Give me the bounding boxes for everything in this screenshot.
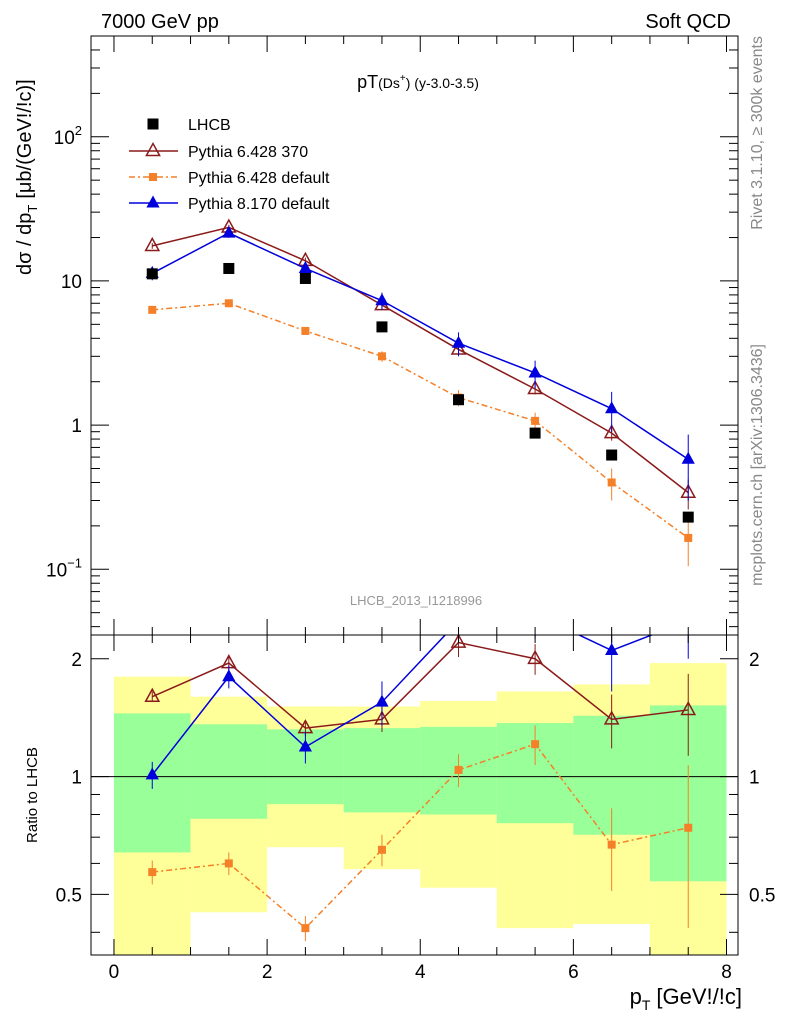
data-point — [606, 449, 618, 461]
data-point — [298, 261, 312, 274]
data-point — [684, 533, 693, 542]
main-title: pT(Ds+) (y-3.0-3.5) — [357, 72, 479, 92]
legend-label: LHCB — [188, 117, 231, 134]
ratio-series-line — [151, 641, 689, 729]
data-point — [681, 451, 695, 464]
data-point — [531, 416, 540, 425]
x-axis-label: pT [GeV!/!c] — [630, 984, 742, 1013]
data-point — [222, 225, 236, 238]
legend-label: Pythia 6.428 default — [188, 170, 330, 187]
ratio-y-tick-label-right: 2 — [749, 650, 760, 671]
ratio-y-tick-label-right: 0.5 — [749, 885, 775, 906]
legend-marker — [145, 142, 161, 157]
ratio-y-tick-label-left: 2 — [71, 650, 82, 671]
data-point — [375, 293, 389, 306]
series-line — [151, 232, 689, 460]
legend-marker — [149, 173, 157, 181]
ratio-plot-frame — [90, 634, 739, 956]
data-point — [529, 427, 541, 439]
data-point — [528, 365, 542, 378]
ratio-y-tick-label-right: 1 — [749, 768, 760, 789]
ratio-y-tick-label-left: 0.5 — [56, 885, 82, 906]
data-point — [223, 262, 235, 274]
x-tick-label: 0 — [109, 962, 120, 983]
data-point — [603, 424, 620, 439]
ratio-series-line — [152, 743, 689, 930]
series-line — [152, 226, 689, 494]
analysis-id: LHCB_2013_I1218996 — [350, 593, 482, 608]
ratio-y-tick-label-left: 1 — [71, 768, 82, 789]
y-tick-label: 1 — [71, 416, 82, 437]
data-point — [376, 321, 388, 333]
legend-label: Pythia 8.170 default — [188, 196, 330, 213]
ratio-plot: 0.5 0.5 1 1 2 2 0 2 4 6 8 Ratio to LHCB pT [GeV!/!c… — [24, 634, 775, 1013]
ratio-point — [527, 649, 543, 665]
ratio-point — [450, 635, 467, 648]
data-point — [607, 478, 616, 487]
data-point — [144, 236, 161, 252]
ratio-point — [377, 845, 386, 854]
data-point — [453, 394, 465, 406]
data-point — [527, 380, 543, 395]
x-tick-label: 4 — [415, 962, 426, 983]
uncertainty-band-green — [190, 724, 268, 819]
data-point — [146, 268, 158, 280]
x-tick-label: 6 — [568, 962, 579, 983]
data-point — [605, 401, 619, 414]
data-point — [682, 511, 694, 523]
legend-marker — [147, 118, 159, 130]
ratio-series-pythia-6-428-default — [148, 725, 693, 942]
ratio-point — [144, 687, 161, 702]
ratio-point — [222, 669, 236, 682]
ratio-point — [224, 859, 233, 868]
ratio-point — [145, 767, 159, 780]
ratio-point — [607, 840, 616, 849]
uncertainty-band-green — [343, 728, 421, 813]
main-plot: 10−1 1 10 102 pT(Ds+) (y-3.0-3.5) LHCB_2013… — [14, 35, 739, 636]
legend-marker — [146, 195, 160, 208]
ratio-point — [531, 740, 540, 749]
data-point — [301, 326, 310, 335]
ratio-y-label: Ratio to LHCB — [24, 747, 41, 843]
y-tick-label: 102 — [54, 123, 82, 149]
legend-entry: Pythia 8.170 default — [129, 195, 330, 213]
ratio-point — [680, 700, 697, 716]
ratio-point — [605, 643, 619, 656]
legend: LHCB Pythia 6.428 370 Pythia 6.428 default… — [129, 117, 330, 213]
ratio-point — [454, 765, 463, 774]
header-right: Soft QCD — [645, 11, 731, 33]
ratio-point — [603, 710, 620, 725]
ratio-point — [148, 868, 157, 877]
series-lhcb — [146, 262, 694, 523]
y-tick-label: 10 — [61, 272, 82, 293]
rivet-label: Rivet 3.1.10, ≥ 300k events — [749, 36, 766, 230]
y-axis-label: dσ / dpT[μb/(GeV!/!c)] — [14, 79, 40, 275]
legend-entry: Pythia 6.428 370 — [129, 142, 308, 161]
x-tick-label: 8 — [721, 962, 732, 983]
data-point — [377, 352, 386, 361]
ratio-point — [298, 739, 312, 752]
data-point — [451, 335, 466, 348]
legend-label: Pythia 6.428 370 — [188, 144, 308, 161]
legend-entry: LHCB — [147, 117, 231, 134]
data-point — [148, 305, 157, 314]
series-line — [152, 302, 689, 539]
source-label: mcplots.cern.ch [arXiv:1306.3436] — [749, 344, 766, 586]
data-point — [224, 299, 233, 308]
legend-entry: Pythia 6.428 default — [129, 170, 330, 187]
ratio-point — [684, 823, 693, 832]
ratio-point — [301, 924, 310, 933]
ratio-point — [375, 694, 389, 707]
data-point — [299, 272, 311, 284]
y-tick-label: 10−1 — [46, 555, 82, 581]
header-left: 7000 GeV pp — [101, 11, 219, 33]
x-tick-label: 2 — [262, 962, 273, 983]
ratio-series-line — [151, 635, 654, 776]
